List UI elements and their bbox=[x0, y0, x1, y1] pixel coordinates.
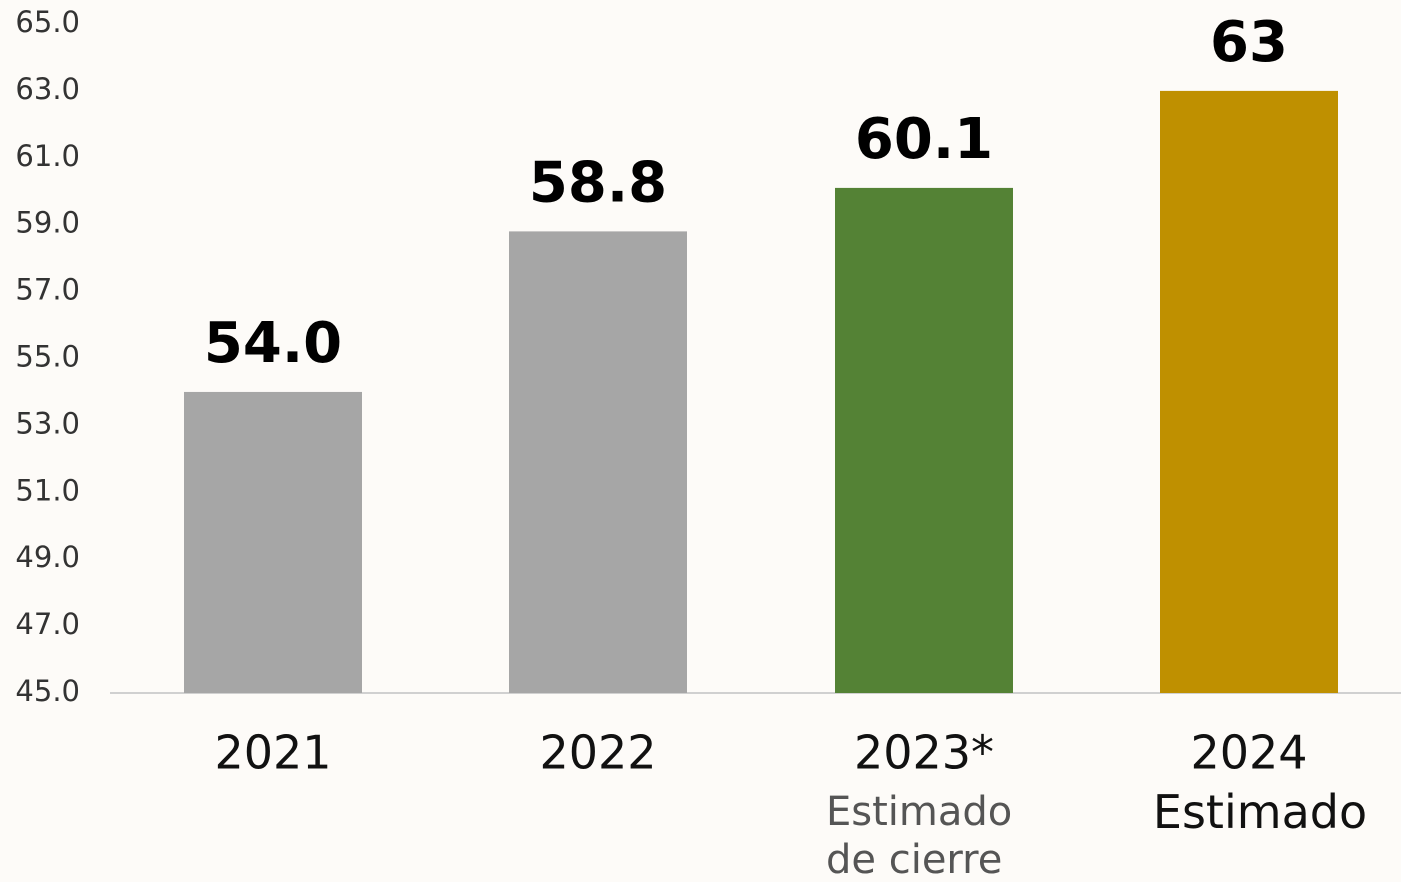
bar bbox=[509, 231, 687, 693]
value-label: 58.8 bbox=[529, 151, 667, 216]
x-tick-label: 2023* bbox=[854, 726, 994, 780]
value-label: 63 bbox=[1210, 10, 1288, 75]
x-tick-label: 2024 bbox=[1190, 726, 1307, 780]
y-tick-label: 65.0 bbox=[15, 5, 80, 39]
y-tick-label: 55.0 bbox=[15, 340, 80, 374]
y-tick-label: 49.0 bbox=[15, 540, 80, 574]
y-tick-label: 45.0 bbox=[15, 674, 80, 708]
y-tick-label: 59.0 bbox=[15, 206, 80, 240]
x-tick-label: 2022 bbox=[539, 726, 656, 780]
y-tick-label: 51.0 bbox=[15, 473, 80, 507]
y-tick-label: 53.0 bbox=[15, 406, 80, 440]
bar bbox=[184, 391, 362, 693]
y-tick-label: 57.0 bbox=[15, 273, 80, 307]
y-tick-label: 61.0 bbox=[15, 139, 80, 173]
category-note: Estimado de cierre bbox=[826, 789, 1013, 882]
y-tick-label: 63.0 bbox=[15, 72, 80, 106]
y-tick-label: 47.0 bbox=[15, 607, 80, 641]
bar bbox=[1160, 90, 1338, 693]
value-label: 54.0 bbox=[204, 311, 342, 376]
category-note: Estimado bbox=[1152, 788, 1368, 839]
x-tick-label: 2021 bbox=[214, 726, 331, 780]
category-note-text: Estimado bbox=[1152, 788, 1368, 839]
value-label: 60.1 bbox=[855, 107, 993, 172]
category-note-text: Estimado de cierre bbox=[826, 789, 1013, 882]
bar bbox=[835, 187, 1013, 693]
